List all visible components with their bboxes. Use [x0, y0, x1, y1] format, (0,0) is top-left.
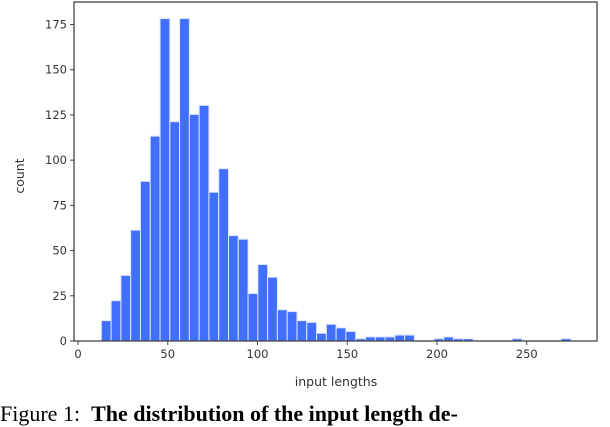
histogram-bar — [100, 320, 112, 342]
caption-label: Figure 1: — [0, 401, 81, 426]
histogram-bar — [325, 323, 337, 342]
histogram-bar — [169, 121, 181, 342]
x-tick-label: 0 — [74, 347, 81, 361]
histogram-bar — [335, 327, 347, 342]
y-tick-label: 175 — [45, 18, 67, 32]
axes: 0 50 100 150 200 250 0 25 50 75 100 125 150 175 — [45, 1, 598, 361]
histogram-bar — [237, 238, 249, 342]
histogram-bar — [130, 229, 141, 342]
y-tick-label: 100 — [45, 153, 67, 167]
histogram-bar — [198, 104, 210, 342]
y-tick-label: 75 — [52, 198, 67, 212]
y-tick-label: 25 — [52, 289, 67, 303]
histogram-bar — [120, 274, 132, 342]
y-tick-label: 50 — [52, 244, 67, 258]
histogram-bar — [257, 264, 269, 342]
plot-frame — [73, 1, 598, 342]
x-tick-label: 250 — [516, 347, 538, 361]
y-tick-label: 150 — [45, 63, 67, 77]
histogram-bar — [159, 18, 171, 342]
histogram-bar — [228, 235, 239, 342]
histogram-bar — [345, 330, 357, 342]
x-tick-label: 200 — [426, 347, 448, 361]
histogram-bar — [296, 320, 308, 342]
histogram-bar — [394, 334, 406, 342]
y-tick-label: 125 — [45, 108, 67, 122]
figure-caption: Figure 1: The distribution of the input … — [0, 401, 458, 427]
histogram-bar — [139, 180, 151, 342]
histogram-bar — [286, 311, 298, 342]
y-tick-label: 0 — [60, 334, 67, 348]
histogram-bar — [267, 276, 278, 342]
histogram-bar — [188, 113, 200, 342]
caption-text: The distribution of the input length de- — [91, 401, 458, 426]
histogram-bar — [316, 332, 327, 342]
histogram-bar — [218, 168, 230, 342]
x-tick-label: 150 — [336, 347, 358, 361]
histogram-bar — [208, 191, 220, 342]
histogram-bar — [404, 334, 415, 342]
histogram-bar — [149, 135, 161, 342]
bars — [100, 18, 572, 342]
histogram-bar — [306, 321, 318, 342]
histogram-bar — [110, 300, 122, 342]
x-axis-label: input lengths — [295, 374, 377, 389]
histogram-bar — [247, 292, 259, 342]
x-tick-label: 50 — [160, 347, 175, 361]
x-tick-label: 100 — [247, 347, 269, 361]
y-axis-label: count — [12, 158, 27, 193]
histogram-bar — [276, 309, 288, 342]
histogram-bar — [179, 18, 190, 342]
